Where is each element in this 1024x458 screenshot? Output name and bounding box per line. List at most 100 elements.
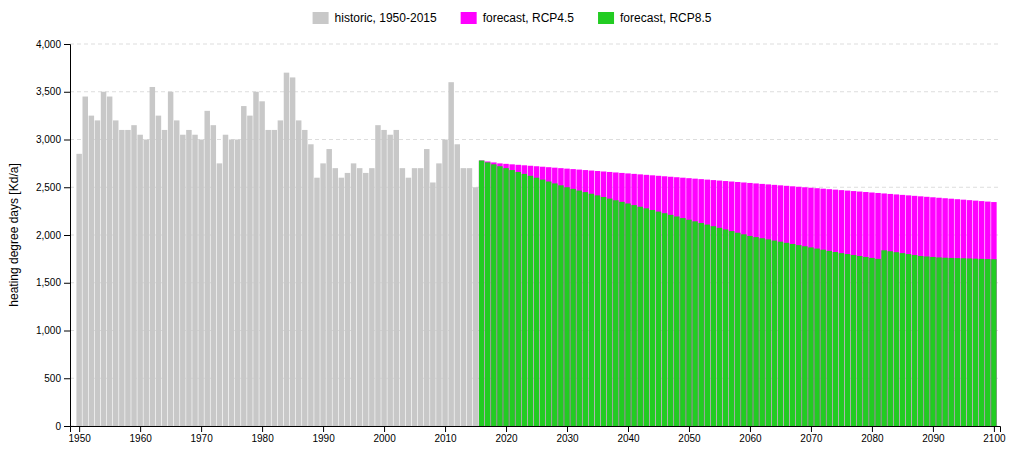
x-tick-mark [506, 426, 507, 432]
x-tick: 1960 [130, 426, 153, 444]
bar [625, 203, 630, 426]
bar [503, 164, 508, 426]
x-tick-label: 1960 [130, 433, 153, 444]
bar [558, 168, 563, 426]
bar [723, 229, 728, 426]
bar [156, 116, 161, 426]
bar [272, 130, 277, 426]
bar [583, 170, 588, 426]
bar [235, 140, 240, 427]
bar [259, 101, 264, 426]
bar [918, 196, 923, 426]
bar [735, 182, 740, 426]
bars [76, 73, 996, 426]
legend-item: historic, 1950-2015 [313, 11, 437, 25]
bar [509, 164, 514, 426]
x-tick: 2070 [800, 426, 823, 444]
bar [717, 181, 722, 426]
bar [766, 184, 771, 426]
bar [875, 193, 880, 426]
bar [814, 249, 819, 426]
bar [601, 171, 606, 426]
y-tick-label: 3,500 [36, 86, 61, 97]
bar [131, 125, 136, 426]
x-tick-mark [262, 426, 263, 432]
bar [967, 258, 972, 426]
bar [522, 174, 527, 426]
y-tick: 4,000 [36, 39, 70, 50]
x-axis-line [71, 427, 1001, 433]
bar [204, 111, 209, 426]
x-tick-label: 1980 [251, 433, 274, 444]
bar [546, 167, 551, 426]
bar [491, 162, 496, 426]
bar [576, 190, 581, 426]
bar [869, 258, 874, 426]
bar [284, 73, 289, 426]
bar [174, 120, 179, 426]
series [479, 161, 997, 426]
bar [186, 130, 191, 426]
x-tick-label: 1970 [190, 433, 213, 444]
bar [583, 192, 588, 426]
bar [552, 168, 557, 426]
bar [168, 92, 173, 426]
bar [778, 185, 783, 426]
bar [644, 175, 649, 426]
bar [857, 256, 862, 426]
x-tick-mark [689, 426, 690, 432]
x-tick-label: 2080 [861, 433, 884, 444]
x-tick: 2080 [861, 426, 884, 444]
bar [589, 194, 594, 426]
bar [503, 168, 508, 426]
bar [668, 177, 673, 426]
bar [845, 191, 850, 426]
bar [479, 161, 484, 426]
y-tick-mark [64, 235, 70, 236]
y-tick-label: 1,000 [36, 325, 61, 336]
plot: 1950196019701980199020002010202020302040… [36, 39, 1006, 444]
bar [881, 250, 886, 426]
bar [613, 200, 618, 426]
bar [747, 236, 752, 426]
bar [387, 135, 392, 426]
y-tick-label: 2,500 [36, 182, 61, 193]
bar [741, 234, 746, 426]
bar [686, 220, 691, 426]
bar [644, 208, 649, 426]
bar [662, 213, 667, 426]
bar [887, 194, 892, 426]
x-tick-mark [140, 426, 141, 432]
bar [936, 257, 941, 426]
bar [711, 180, 716, 426]
bar [729, 231, 734, 426]
y-tick-mark [64, 92, 70, 93]
y-tick-label: 0 [55, 421, 61, 432]
bar [375, 125, 380, 426]
bar [985, 259, 990, 426]
bar [607, 172, 612, 426]
bar [150, 87, 155, 426]
bar [650, 210, 655, 426]
bar [497, 166, 502, 426]
x-tick: 1950 [69, 426, 92, 444]
legend: historic, 1950-2015forecast, RCP4.5forec… [313, 11, 712, 25]
bar [320, 163, 325, 426]
y-tick-mark [64, 187, 70, 188]
bar [796, 187, 801, 426]
bar [570, 189, 575, 426]
y-tick: 3,500 [36, 86, 70, 97]
legend-label: historic, 1950-2015 [335, 11, 437, 25]
bar [296, 120, 301, 426]
x-tick-label: 2070 [800, 433, 823, 444]
bar [290, 77, 295, 426]
bar [833, 190, 838, 426]
x-tick-mark [323, 426, 324, 432]
bar [692, 221, 697, 426]
bar [369, 168, 374, 426]
bar [101, 92, 106, 426]
bar [394, 130, 399, 426]
bar [497, 163, 502, 426]
bar [723, 181, 728, 426]
bar [515, 165, 520, 426]
